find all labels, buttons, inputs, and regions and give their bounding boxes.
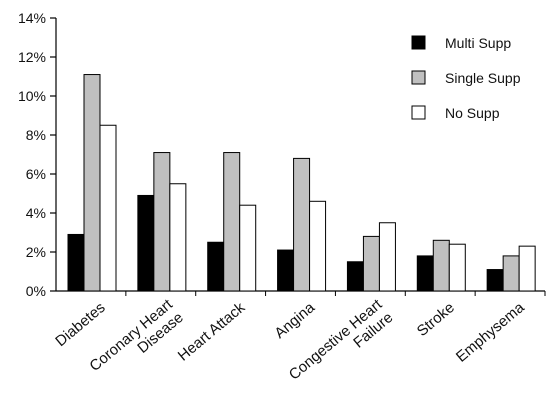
- legend-swatch-single-supp: [411, 70, 426, 85]
- bar-multi-supp: [486, 269, 504, 292]
- legend-label: No Supp: [445, 105, 500, 121]
- legend-label: Single Supp: [445, 70, 521, 86]
- category-label-line: Emphysema: [453, 299, 528, 366]
- bar-multi-supp: [416, 255, 434, 292]
- category-label-line: Stroke: [414, 299, 458, 340]
- x-axis: [56, 290, 546, 296]
- bars-group: [67, 74, 536, 292]
- bar-single-supp: [432, 239, 450, 292]
- bar-multi-supp: [277, 249, 295, 292]
- legend-label: Multi Supp: [445, 35, 511, 51]
- bar-single-supp: [83, 74, 101, 292]
- bar-multi-supp: [67, 233, 85, 292]
- category-label-line: Diabetes: [52, 299, 108, 350]
- y-tick-label: 14%: [18, 10, 46, 26]
- bar-multi-supp: [137, 194, 155, 292]
- bar-no-supp: [378, 222, 396, 292]
- bar-single-supp: [153, 152, 171, 292]
- bar-single-supp: [362, 235, 380, 292]
- y-tick-label: 12%: [18, 49, 46, 65]
- bar-no-supp: [99, 124, 117, 292]
- y-tick-label: 6%: [26, 166, 46, 182]
- category-label-line: Angina: [271, 299, 318, 342]
- bar-no-supp: [309, 200, 327, 292]
- category-label: Diabetes: [52, 299, 108, 350]
- bar-multi-supp: [207, 241, 225, 292]
- y-tick-label: 10%: [18, 88, 46, 104]
- legend: Multi Supp Single Supp No Supp: [411, 35, 521, 121]
- y-tick-label: 8%: [26, 127, 46, 143]
- bar-no-supp: [239, 204, 257, 292]
- y-tick-label: 4%: [26, 205, 46, 221]
- bar-no-supp: [518, 245, 536, 292]
- bar-single-supp: [502, 255, 520, 292]
- bar-single-supp: [223, 152, 241, 292]
- category-label: Stroke: [414, 299, 458, 340]
- y-axis: 0% 2% 4% 6% 8% 10% 12% 14%: [18, 10, 57, 299]
- bar-multi-supp: [346, 261, 364, 292]
- legend-swatch-multi-supp: [411, 35, 426, 50]
- category-label-line: Heart Attack: [175, 299, 249, 365]
- category-label: Heart Attack: [175, 299, 249, 365]
- legend-swatch-no-supp: [411, 105, 426, 120]
- category-label: Angina: [271, 299, 318, 342]
- bar-single-supp: [293, 157, 311, 292]
- y-tick-label: 2%: [26, 244, 46, 260]
- bar-no-supp: [169, 183, 187, 292]
- bar-no-supp: [448, 243, 466, 292]
- category-label: Emphysema: [453, 299, 528, 366]
- y-tick-label: 0%: [26, 283, 46, 299]
